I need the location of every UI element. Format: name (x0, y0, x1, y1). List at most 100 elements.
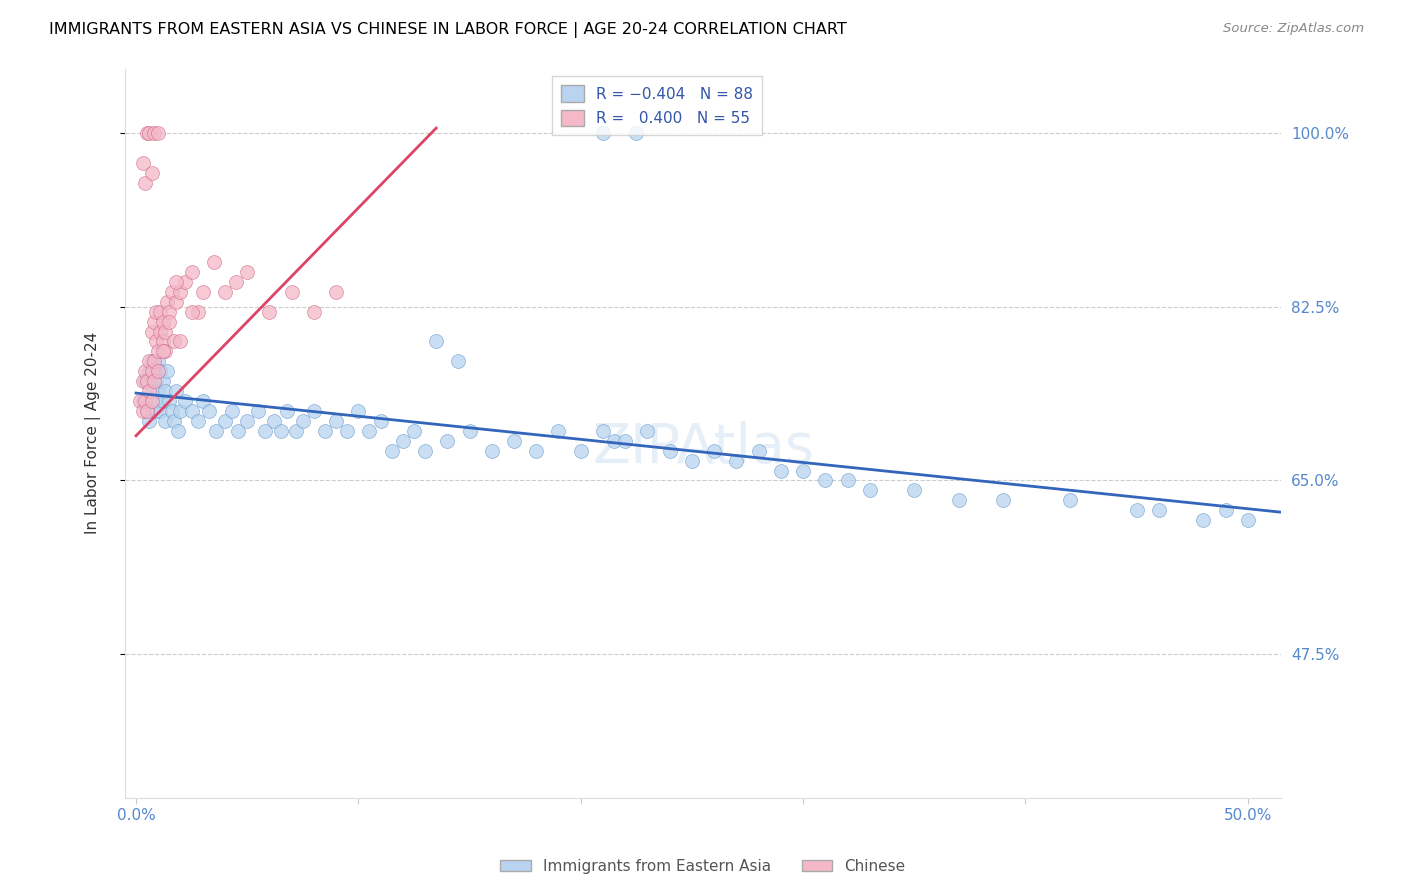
Point (145, 374, 167, 388)
Point (592, 424, 614, 438)
Point (225, 275, 247, 289)
Point (991, 493, 1014, 508)
Point (370, 414, 392, 428)
Point (149, 325, 172, 339)
Point (141, 354, 163, 368)
Point (131, 394, 153, 409)
Point (1192, 513, 1215, 527)
Point (138, 364, 160, 378)
Point (636, 424, 658, 438)
Point (169, 285, 191, 299)
Point (145, 334, 167, 349)
Point (837, 474, 859, 488)
Point (392, 434, 415, 448)
Point (165, 294, 187, 309)
Point (131, 374, 153, 388)
Point (148, 344, 170, 359)
Point (142, 126, 165, 140)
Point (263, 414, 285, 428)
Point (138, 384, 160, 398)
Point (681, 453, 703, 467)
Point (152, 394, 174, 409)
Point (359, 424, 381, 438)
Point (447, 354, 470, 368)
Point (152, 315, 174, 329)
Point (236, 265, 259, 279)
Point (153, 384, 176, 398)
Point (202, 255, 225, 269)
Point (524, 443, 547, 458)
Point (302, 404, 325, 418)
Point (134, 374, 156, 388)
Point (191, 285, 214, 299)
Point (198, 404, 221, 418)
Text: ZIPAtlas: ZIPAtlas (592, 421, 814, 475)
Point (149, 364, 172, 378)
Legend: R = −0.404   N = 88, R =   0.400   N = 55: R = −0.404 N = 88, R = 0.400 N = 55 (551, 76, 762, 136)
Point (859, 483, 882, 498)
Point (205, 424, 228, 438)
Point (226, 424, 249, 438)
Point (141, 166, 163, 180)
Point (138, 414, 160, 428)
Point (142, 374, 165, 388)
Point (503, 434, 526, 448)
Point (792, 463, 814, 477)
Point (148, 126, 170, 140)
Text: Source: ZipAtlas.com: Source: ZipAtlas.com (1223, 22, 1364, 36)
Point (148, 384, 170, 398)
Point (569, 443, 592, 458)
Point (156, 294, 179, 309)
Point (131, 404, 153, 418)
Point (291, 414, 314, 428)
Point (614, 434, 637, 448)
Point (381, 443, 404, 458)
Point (236, 414, 259, 428)
Point (165, 275, 187, 289)
Point (169, 334, 191, 349)
Point (141, 364, 163, 378)
Point (138, 126, 160, 140)
Point (276, 404, 298, 418)
Point (136, 404, 159, 418)
Legend: Immigrants from Eastern Asia, Chinese: Immigrants from Eastern Asia, Chinese (494, 853, 912, 880)
Point (160, 404, 183, 418)
Point (626, 126, 648, 140)
Point (142, 364, 165, 378)
Point (169, 404, 191, 418)
Point (134, 364, 156, 378)
Point (903, 483, 925, 498)
Point (748, 443, 770, 458)
Point (725, 453, 748, 467)
Point (129, 394, 152, 409)
Point (152, 334, 174, 349)
Point (163, 334, 186, 349)
Point (157, 394, 180, 409)
Point (347, 404, 370, 418)
Point (142, 315, 165, 329)
Point (153, 325, 176, 339)
Point (325, 414, 347, 428)
Point (156, 364, 179, 378)
Point (547, 424, 569, 438)
Point (325, 285, 347, 299)
Point (165, 384, 187, 398)
Point (153, 344, 176, 359)
Point (592, 126, 614, 140)
Point (302, 304, 325, 318)
Point (436, 434, 458, 448)
Point (253, 424, 276, 438)
Point (134, 394, 156, 409)
Point (214, 285, 236, 299)
Point (402, 424, 425, 438)
Point (214, 414, 236, 428)
Point (157, 304, 180, 318)
Point (336, 424, 359, 438)
Point (180, 304, 202, 318)
Point (136, 126, 159, 140)
Point (187, 304, 209, 318)
Point (603, 434, 626, 448)
Point (160, 285, 183, 299)
Point (314, 424, 336, 438)
Point (153, 414, 176, 428)
